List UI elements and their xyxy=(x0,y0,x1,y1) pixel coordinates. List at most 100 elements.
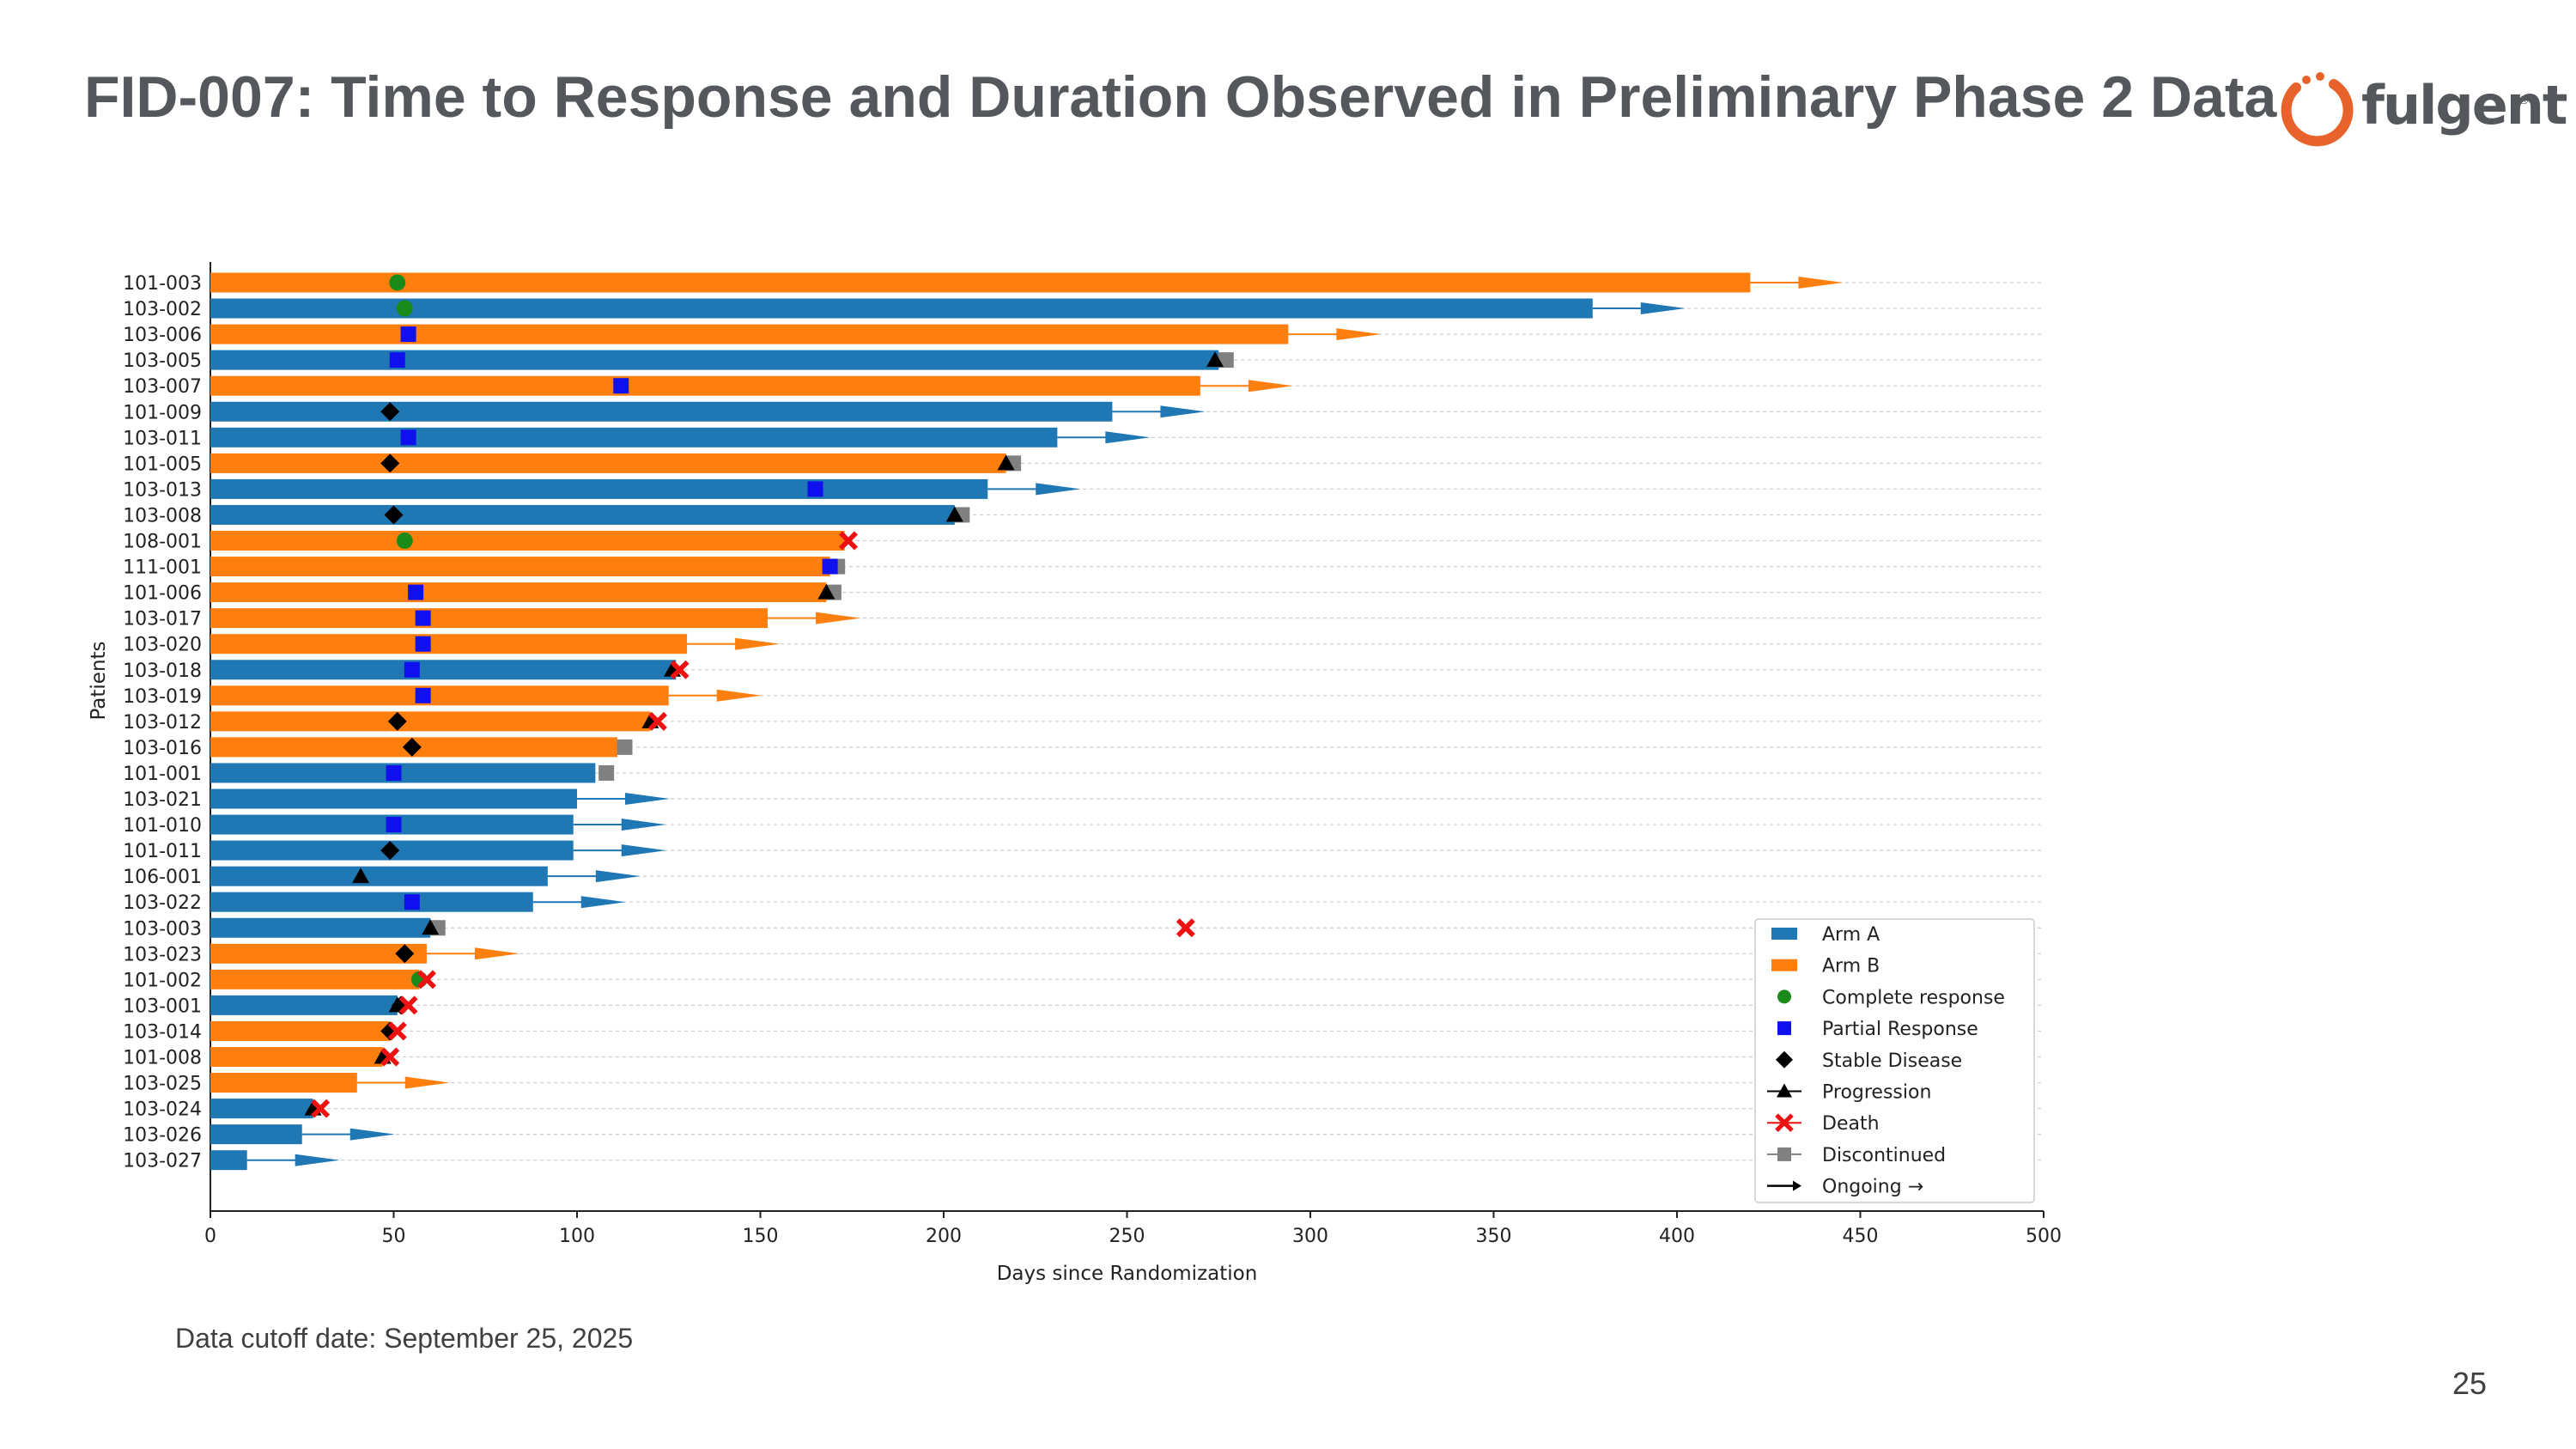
page-number: 25 xyxy=(2452,1366,2488,1401)
stable-disease-marker-103-016 xyxy=(402,737,422,757)
patient-label: 103-011 xyxy=(123,428,202,449)
x-tick-label: 150 xyxy=(743,1226,779,1247)
y-axis-label: Patients xyxy=(88,641,110,720)
ongoing-arrow-101-011 xyxy=(573,844,666,857)
fulgent-logo: fulgent ® xyxy=(2275,69,2568,155)
partial-response-marker-103-017 xyxy=(415,610,431,626)
bar-103-005 xyxy=(210,350,1219,370)
ongoing-arrowhead xyxy=(621,844,666,857)
logo-registered-mark: ® xyxy=(2519,93,2529,107)
ongoing-arrow-103-002 xyxy=(1592,302,1686,315)
death-marker-103-014 xyxy=(387,1021,407,1041)
bar-103-014 xyxy=(210,1020,391,1041)
bar-103-026 xyxy=(210,1124,302,1145)
progression-marker-101-006 xyxy=(817,583,835,600)
legend-swatch xyxy=(1793,1180,1801,1191)
death-marker-103-012 xyxy=(647,711,667,731)
ongoing-arrow-103-027 xyxy=(246,1154,340,1166)
legend-swatch xyxy=(1777,1147,1791,1161)
bar-103-012 xyxy=(210,711,651,732)
ongoing-arrowhead xyxy=(625,793,670,805)
bar-103-011 xyxy=(210,427,1058,447)
data-cutoff-note: Data cutoff date: September 25, 2025 xyxy=(175,1323,634,1354)
logo-ring-icon xyxy=(2281,72,2354,147)
chart-plot-group: 0 50 100 150 200 250 300 350 400 450 500 Days since… xyxy=(88,262,2062,1285)
ongoing-arrowhead xyxy=(1336,328,1382,341)
ongoing-arrowhead xyxy=(816,612,861,624)
bar-103-025 xyxy=(210,1073,357,1093)
ongoing-arrow-103-025 xyxy=(356,1076,450,1089)
stable-disease-marker-101-005 xyxy=(380,454,400,473)
discontinued-marker-101-001 xyxy=(598,764,615,781)
legend-label: Arm B xyxy=(1822,956,1880,977)
ongoing-arrowhead xyxy=(404,1076,450,1089)
partial-response-marker-101-001 xyxy=(386,764,402,781)
patient-label: 103-006 xyxy=(123,325,202,346)
patient-label: 101-006 xyxy=(123,583,202,605)
patient-label: 101-001 xyxy=(123,764,202,785)
ongoing-arrowhead xyxy=(1640,302,1686,315)
partial-response-marker-103-020 xyxy=(415,636,431,652)
bar-101-006 xyxy=(210,582,827,603)
partial-response-marker-103-011 xyxy=(400,429,416,446)
bar-103-002 xyxy=(210,298,1593,319)
legend-item-stable: Stable Disease xyxy=(1776,1050,1962,1072)
legend-item-discontinued: Discontinued xyxy=(1767,1145,1946,1166)
ongoing-arrowhead xyxy=(295,1154,340,1166)
x-tick-label: 400 xyxy=(1659,1226,1695,1247)
bar-101-005 xyxy=(210,453,1006,473)
partial-response-marker-103-007 xyxy=(613,378,629,394)
ongoing-arrow-106-001 xyxy=(547,870,641,883)
stable-disease-marker-103-008 xyxy=(384,505,404,525)
patient-label: 108-001 xyxy=(123,532,202,553)
x-tick-label: 200 xyxy=(926,1226,962,1247)
complete-response-marker-101-003 xyxy=(389,274,406,291)
ongoing-arrowhead xyxy=(621,819,666,831)
partial-response-marker-103-006 xyxy=(400,326,416,343)
patient-label: 103-012 xyxy=(123,712,202,734)
death-marker-101-002 xyxy=(416,970,436,989)
ongoing-arrow-103-019 xyxy=(668,689,762,702)
patient-label: 103-008 xyxy=(123,505,202,527)
legend-label: Ongoing → xyxy=(1822,1177,1923,1198)
legend-swatch xyxy=(1777,989,1791,1004)
patient-label: 103-027 xyxy=(123,1151,202,1172)
legend-item-progression: Progression xyxy=(1767,1082,1931,1104)
partial-response-marker-101-010 xyxy=(386,817,402,833)
ongoing-arrow-103-006 xyxy=(1288,328,1382,341)
progression-marker-103-008 xyxy=(945,506,963,522)
discontinued-marker-103-005 xyxy=(1218,352,1234,368)
x-tick-label: 50 xyxy=(382,1226,406,1247)
death-marker-103-003 xyxy=(1176,918,1195,938)
bar-108-001 xyxy=(210,531,845,551)
chart-legend: Arm A Arm B Complete response Partial Respo… xyxy=(1754,918,2035,1203)
x-tick-label: 0 xyxy=(204,1226,216,1247)
patient-label: 111-001 xyxy=(123,557,202,579)
complete-response-marker-103-002 xyxy=(396,300,413,317)
ongoing-arrowhead xyxy=(1105,431,1151,444)
ongoing-arrow-103-011 xyxy=(1057,431,1151,444)
patient-label: 103-024 xyxy=(123,1099,202,1121)
bar-103-013 xyxy=(210,478,988,499)
ongoing-arrowhead xyxy=(580,896,626,909)
patient-label: 103-018 xyxy=(123,661,202,682)
legend-label: Stable Disease xyxy=(1822,1050,1962,1072)
patient-label: 103-020 xyxy=(123,635,202,656)
patient-label: 103-016 xyxy=(123,738,202,759)
legend-item-partial: Partial Response xyxy=(1777,1019,1978,1040)
patient-label: 103-022 xyxy=(123,892,202,914)
legend-label: Death xyxy=(1822,1113,1880,1135)
ongoing-arrow-103-021 xyxy=(577,793,670,805)
ongoing-arrow-103-022 xyxy=(532,896,626,909)
legend-swatch xyxy=(1777,1021,1791,1036)
ongoing-arrowhead xyxy=(474,947,519,960)
patient-label: 101-010 xyxy=(123,815,202,837)
bar-103-024 xyxy=(210,1099,313,1119)
patient-label: 103-025 xyxy=(123,1074,202,1095)
bar-103-021 xyxy=(210,788,577,809)
ongoing-arrow-103-023 xyxy=(426,947,519,960)
x-tick-label: 300 xyxy=(1292,1226,1328,1247)
legend-swatch xyxy=(1771,959,1797,971)
ongoing-arrow-103-017 xyxy=(768,612,861,624)
legend-item-ongoing: Ongoing → xyxy=(1767,1177,1923,1198)
